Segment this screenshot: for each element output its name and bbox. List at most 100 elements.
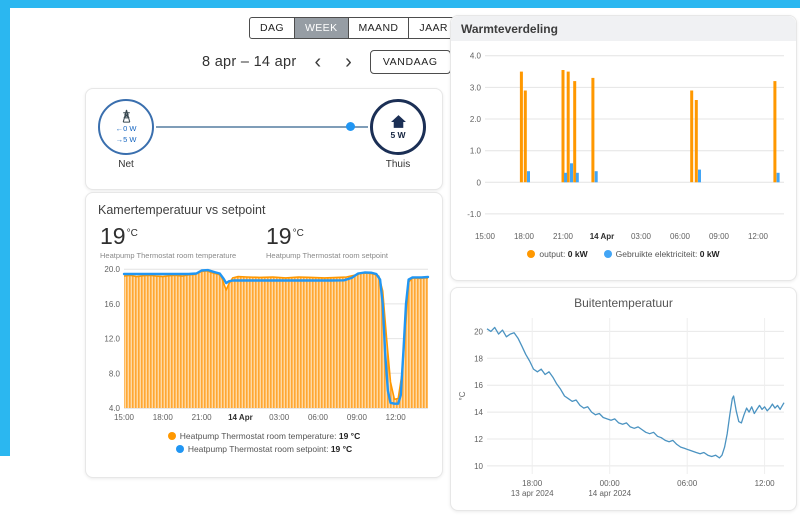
svg-text:20.0: 20.0 <box>104 265 120 274</box>
svg-text:06:00: 06:00 <box>308 413 329 422</box>
svg-text:12:00: 12:00 <box>755 479 776 488</box>
setpoint-line <box>122 268 430 405</box>
heat-distribution-card: Warmteverdeling 4.0 3.0 2.0 1.0 0 -1.0 15:00 18… <box>450 15 797 281</box>
room-temperature-caption: Heatpump Thermostat room temperature <box>100 251 237 260</box>
room-setpoint-reading: 19°C Heatpump Thermostat room setpoint <box>266 223 432 260</box>
bar <box>694 100 698 183</box>
svg-text:15:00: 15:00 <box>114 413 135 422</box>
heat-distribution-chart: 4.0 3.0 2.0 1.0 0 -1.0 15:00 18:00 21:00 14 Apr 03… <box>467 52 784 241</box>
grid-return-value: →5 W <box>115 134 137 144</box>
legend-label: Gebruikte elektriciteit: <box>615 249 698 259</box>
bar <box>570 163 573 183</box>
svg-text:16.0: 16.0 <box>104 300 120 309</box>
energy-flow-line <box>156 126 368 128</box>
svg-text:3.0: 3.0 <box>470 83 482 92</box>
svg-text:8.0: 8.0 <box>109 369 121 378</box>
svg-text:°C: °C <box>458 391 467 400</box>
energy-flow-card: ←0 W →5 W 5 W Net Thuis <box>85 88 443 190</box>
bar <box>591 77 595 183</box>
grid-label: Net <box>118 159 134 170</box>
tab-week[interactable]: WEEK <box>293 17 349 39</box>
bar <box>566 71 570 183</box>
bar <box>773 81 777 183</box>
bar <box>523 90 527 183</box>
svg-text:06:00: 06:00 <box>677 479 698 488</box>
legend-item-electricity[interactable]: Gebruikte elektriciteit: 0 kW <box>603 248 720 261</box>
svg-text:12:00: 12:00 <box>386 413 407 422</box>
legend-item-room-temperature[interactable]: Heatpump Thermostat room temperature: 19… <box>96 430 432 443</box>
room-setpoint-caption: Heatpump Thermostat room setpoint <box>266 251 389 260</box>
outside-temperature-card: Buitentemperatuur 10 12 14 16 18 20 18:00 13 ap… <box>450 287 797 511</box>
svg-text:12.0: 12.0 <box>104 335 120 344</box>
bar <box>690 90 694 183</box>
svg-text:4.0: 4.0 <box>470 52 482 61</box>
svg-text:20: 20 <box>474 327 483 336</box>
bar <box>698 169 701 183</box>
outside-card-title: Buitentemperatuur <box>574 296 673 310</box>
period-tabs: DAG WEEK MAAND JAAR <box>249 17 459 39</box>
home-icon <box>390 115 406 128</box>
svg-text:21:00: 21:00 <box>553 232 574 241</box>
orange-legend-dot-icon <box>167 432 176 440</box>
next-period-button[interactable]: › <box>339 52 358 72</box>
heat-chart-bars <box>519 70 780 183</box>
svg-text:0: 0 <box>477 178 482 187</box>
grid-consumption-value: ←0 W <box>115 124 137 134</box>
date-navigation: 8 apr – 14 apr ‹ › VANDAAG <box>202 50 451 74</box>
room-temperature-chart: 20.0 16.0 12.0 8.0 4.015:00 18:00 21:00 14 Apr 0… <box>104 265 430 422</box>
heat-card-title: Warmteverdeling <box>461 21 558 36</box>
svg-text:09:00: 09:00 <box>347 413 368 422</box>
room-readings: 19°C Heatpump Thermostat room temperatur… <box>100 223 432 260</box>
room-setpoint-value: 19 <box>266 223 292 249</box>
transmission-tower-icon <box>122 110 130 124</box>
tab-maand[interactable]: MAAND <box>347 17 410 39</box>
svg-text:09:00: 09:00 <box>709 232 730 241</box>
svg-text:16: 16 <box>474 381 483 390</box>
tab-dag[interactable]: DAG <box>249 17 295 39</box>
svg-text:18: 18 <box>474 354 483 363</box>
room-temperature-card: Kamertemperatuur vs setpoint 19°C Heatpu… <box>85 192 443 478</box>
svg-text:2.0: 2.0 <box>470 115 482 124</box>
svg-text:1.0: 1.0 <box>470 147 482 156</box>
svg-text:18:00: 18:00 <box>153 413 174 422</box>
legend-value: 19 °C <box>338 431 361 441</box>
room-card-title: Kamertemperatuur vs setpoint <box>98 203 266 217</box>
legend-value: 19 °C <box>330 444 353 454</box>
room-temperature-value: 19 <box>100 223 126 249</box>
bar <box>561 70 565 183</box>
blue-legend-dot-icon <box>603 250 612 258</box>
svg-text:12:00: 12:00 <box>748 232 769 241</box>
bar <box>776 172 780 183</box>
prev-period-button[interactable]: ‹ <box>309 52 328 72</box>
svg-text:18:00: 18:00 <box>514 232 535 241</box>
svg-text:12: 12 <box>474 435 483 444</box>
heat-card-header: Warmteverdeling <box>451 16 796 41</box>
home-node[interactable]: 5 W <box>370 99 426 155</box>
legend-label: Heatpump Thermostat room temperature: <box>179 431 337 441</box>
svg-text:14 Apr: 14 Apr <box>590 232 615 241</box>
svg-text:03:00: 03:00 <box>269 413 290 422</box>
svg-text:06:00: 06:00 <box>670 232 691 241</box>
svg-text:4.0: 4.0 <box>109 404 121 413</box>
room-temperature-unit: °C <box>126 228 138 239</box>
grid-node[interactable]: ←0 W →5 W <box>98 99 154 155</box>
heat-chart-legend: output: 0 kW Gebruikte elektriciteit: 0 … <box>451 248 796 261</box>
svg-text:-1.0: -1.0 <box>467 210 481 219</box>
left-accent-bar <box>0 8 10 456</box>
legend-item-room-setpoint[interactable]: Heatpump Thermostat room setpoint: 19 °C <box>96 443 432 456</box>
energy-flow-dot <box>346 122 355 131</box>
svg-text:13 apr 2024: 13 apr 2024 <box>511 489 554 498</box>
svg-text:14 Apr: 14 Apr <box>228 413 253 422</box>
svg-text:14 apr 2024: 14 apr 2024 <box>588 489 631 498</box>
room-chart-series <box>122 268 430 408</box>
legend-item-output[interactable]: output: 0 kW <box>527 248 588 261</box>
top-accent-bar <box>0 0 800 8</box>
legend-label: Heatpump Thermostat room setpoint: <box>187 444 329 454</box>
svg-text:21:00: 21:00 <box>192 413 213 422</box>
today-button[interactable]: VANDAAG <box>369 50 451 74</box>
blue-legend-dot-icon <box>175 445 184 453</box>
legend-label: output: <box>539 249 566 259</box>
svg-text:10: 10 <box>474 462 483 471</box>
